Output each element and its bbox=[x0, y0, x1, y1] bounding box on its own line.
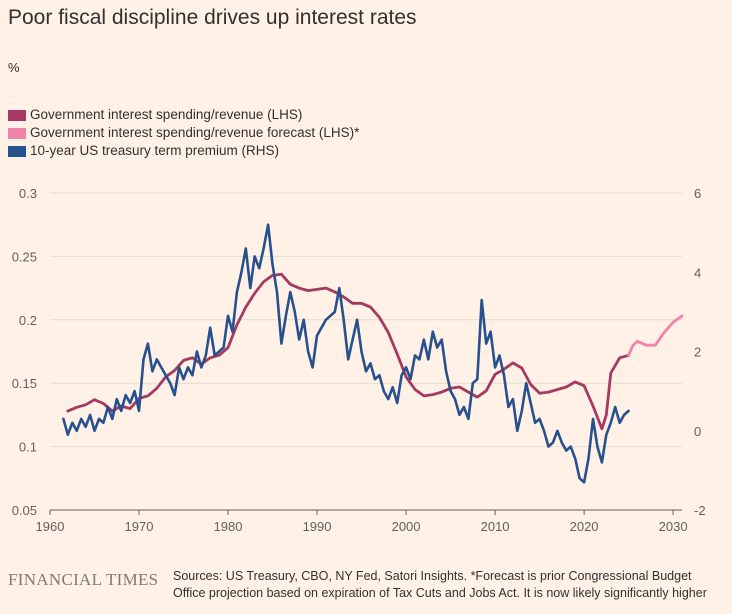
y-right-tick-label: 0 bbox=[694, 424, 701, 439]
y-left-tick-label: 0.1 bbox=[19, 440, 37, 455]
y-left-tick-label: 0.2 bbox=[19, 313, 37, 328]
chart-title: Poor fiscal discipline drives up interes… bbox=[8, 6, 417, 29]
gridlines bbox=[50, 192, 682, 511]
legend: Government interest spending/revenue (LH… bbox=[8, 106, 359, 160]
y-right-tick-label: 4 bbox=[694, 265, 701, 280]
x-tick-label: 2030 bbox=[659, 519, 688, 534]
legend-item-interest-forecast: Government interest spending/revenue for… bbox=[8, 124, 359, 142]
x-tick-label: 1980 bbox=[214, 519, 243, 534]
y-right-tick-label: -2 bbox=[694, 503, 706, 518]
x-tick-label: 1970 bbox=[125, 519, 154, 534]
legend-item-term-premium: 10-year US treasury term premium (RHS) bbox=[8, 142, 359, 160]
ft-logo: FINANCIAL TIMES bbox=[8, 570, 159, 589]
y-left-tick-label: 0.15 bbox=[12, 376, 37, 391]
y-right-tick-label: 6 bbox=[694, 186, 701, 201]
y-right-tick-label: 2 bbox=[694, 345, 701, 360]
legend-label-term-premium: 10-year US treasury term premium (RHS) bbox=[30, 143, 280, 158]
legend-label-interest-spending: Government interest spending/revenue (LH… bbox=[30, 107, 303, 122]
unit-label: % bbox=[8, 60, 20, 75]
legend-swatch-interest-spending bbox=[8, 109, 26, 121]
y-left-tick-label: 0.25 bbox=[12, 249, 37, 264]
series-term-premium bbox=[62, 223, 630, 484]
axes: 0.3 0.25 0.2 0.15 0.1 0.05 6 4 2 0 -2 1960 1970 1980 1… bbox=[12, 186, 706, 534]
x-tick-label: 1960 bbox=[36, 519, 65, 534]
y-left-tick-label: 0.05 bbox=[12, 503, 37, 518]
series-interest-spending bbox=[66, 272, 630, 431]
legend-item-interest-spending: Government interest spending/revenue (LH… bbox=[8, 106, 359, 124]
series-interest-forecast bbox=[627, 314, 684, 357]
source-note: Sources: US Treasury, CBO, NY Fed, Sator… bbox=[173, 569, 707, 600]
legend-swatch-term-premium bbox=[8, 145, 26, 157]
legend-label-interest-forecast: Government interest spending/revenue for… bbox=[30, 125, 360, 140]
series-lines bbox=[62, 223, 684, 484]
y-left-tick-label: 0.3 bbox=[19, 186, 37, 201]
x-tick-label: 2000 bbox=[392, 519, 421, 534]
x-tick-label: 2010 bbox=[481, 519, 510, 534]
x-tick-label: 2020 bbox=[570, 519, 599, 534]
x-tick-label: 1990 bbox=[303, 519, 332, 534]
legend-swatch-interest-forecast bbox=[8, 127, 26, 139]
